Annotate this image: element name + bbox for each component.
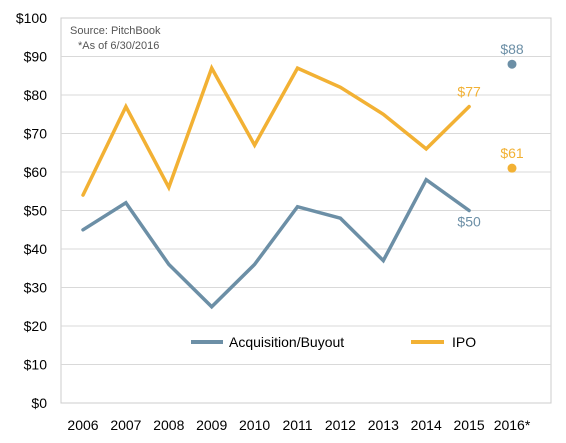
legend-label-acquisition: Acquisition/Buyout xyxy=(229,334,344,350)
y-tick-label: $20 xyxy=(24,318,48,334)
series-line-0 xyxy=(81,177,471,310)
x-tick-label: 2007 xyxy=(110,417,141,433)
x-tick-label: 2012 xyxy=(325,417,356,433)
data-labels: $50 $88 $77 $61 xyxy=(457,41,523,229)
x-tick-label: 2016* xyxy=(494,417,531,433)
x-tick-label: 2006 xyxy=(67,417,98,433)
x-tick-label: 2009 xyxy=(196,417,227,433)
y-tick-label: $60 xyxy=(24,164,48,180)
series-lines xyxy=(81,63,471,310)
y-axis-ticks: $0 $10 $20 $30 $40 $50 $60 $70 $80 $90 $100 xyxy=(16,10,47,411)
data-label: $50 xyxy=(457,214,481,230)
series-line-1 xyxy=(81,63,471,197)
series-point-2016-1 xyxy=(507,163,517,173)
data-label: $77 xyxy=(457,84,481,100)
x-tick-label: 2008 xyxy=(153,417,184,433)
series-point-2016-0 xyxy=(507,59,517,69)
x-tick-label: 2014 xyxy=(411,417,442,433)
series-points xyxy=(507,59,517,173)
y-tick-label: $50 xyxy=(24,203,48,219)
x-tick-label: 2015 xyxy=(454,417,485,433)
y-tick-label: $100 xyxy=(16,10,47,26)
as-of-note: *As of 6/30/2016 xyxy=(78,40,159,52)
legend: Acquisition/Buyout IPO xyxy=(191,334,476,350)
legend-label-ipo: IPO xyxy=(452,334,476,350)
source-note: Source: PitchBook xyxy=(70,25,161,37)
y-tick-label: $90 xyxy=(24,49,48,65)
y-tick-label: $10 xyxy=(24,357,48,373)
data-label: $61 xyxy=(500,145,524,161)
y-tick-label: $0 xyxy=(31,395,47,411)
x-axis-ticks: 2006 2007 2008 2009 2010 2011 2012 2013 2014 2015… xyxy=(67,417,530,433)
y-tick-label: $70 xyxy=(24,126,48,142)
y-tick-label: $40 xyxy=(24,241,48,257)
data-label: $88 xyxy=(500,41,524,57)
x-tick-label: 2010 xyxy=(239,417,270,433)
y-tick-label: $80 xyxy=(24,87,48,103)
x-tick-label: 2013 xyxy=(368,417,399,433)
y-tick-label: $30 xyxy=(24,280,48,296)
x-tick-label: 2011 xyxy=(282,417,312,433)
